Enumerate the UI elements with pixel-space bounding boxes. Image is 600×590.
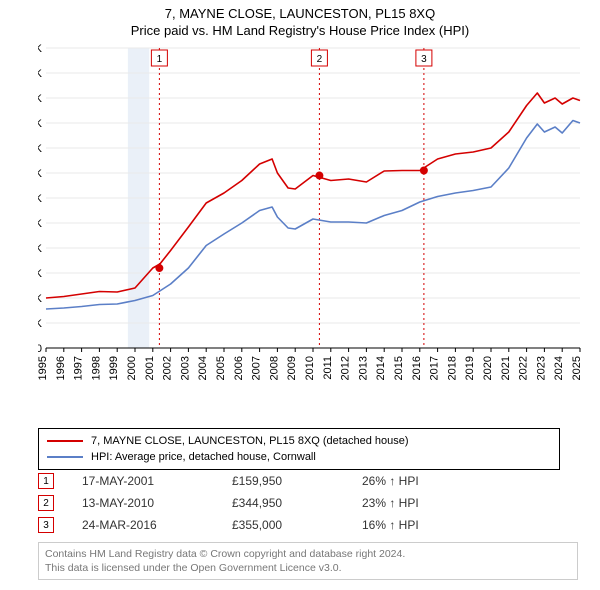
svg-text:2001: 2001 (144, 356, 156, 380)
footer-attribution: Contains HM Land Registry data © Crown c… (38, 542, 578, 580)
marker-row: 1 17-MAY-2001£159,95026% ↑ HPI (38, 470, 560, 492)
svg-text:£400K: £400K (38, 143, 43, 155)
titles-block: 7, MAYNE CLOSE, LAUNCESTON, PL15 8XQ Pri… (0, 0, 600, 38)
svg-text:£350K: £350K (38, 168, 43, 180)
svg-text:2025: 2025 (571, 356, 583, 380)
chart-area: £0 £50K £100K £150K £200K £250K £300K £350K £400… (38, 44, 590, 388)
marker-price: £344,950 (232, 496, 362, 510)
svg-text:2016: 2016 (411, 356, 423, 380)
svg-text:2017: 2017 (429, 356, 441, 380)
title-address: 7, MAYNE CLOSE, LAUNCESTON, PL15 8XQ (0, 6, 600, 21)
svg-text:1: 1 (157, 54, 163, 65)
marker-badge: 1 (38, 473, 54, 489)
svg-text:2006: 2006 (233, 356, 245, 380)
legend-label: HPI: Average price, detached house, Corn… (91, 451, 316, 463)
marker-badge: 2 (38, 495, 54, 511)
marker-row: 2 13-MAY-2010£344,95023% ↑ HPI (38, 492, 560, 514)
marker-table: 1 17-MAY-2001£159,95026% ↑ HPI 2 13-MAY-201… (38, 470, 560, 536)
svg-text:2007: 2007 (251, 356, 263, 380)
marker-date: 17-MAY-2001 (82, 474, 232, 488)
svg-text:2003: 2003 (179, 356, 191, 380)
svg-text:3: 3 (421, 54, 427, 65)
marker-date: 13-MAY-2010 (82, 496, 232, 510)
svg-text:2020: 2020 (482, 356, 494, 380)
svg-text:2002: 2002 (162, 356, 174, 380)
svg-text:£600K: £600K (38, 44, 43, 55)
svg-text:1997: 1997 (73, 356, 85, 380)
svg-text:2019: 2019 (464, 356, 476, 380)
legend-row: 7, MAYNE CLOSE, LAUNCESTON, PL15 8XQ (de… (47, 433, 551, 449)
svg-text:2009: 2009 (286, 356, 298, 380)
svg-text:2012: 2012 (340, 356, 352, 380)
svg-text:2011: 2011 (322, 356, 334, 380)
svg-text:2014: 2014 (375, 356, 387, 380)
marker-pct: 23% ↑ HPI (362, 496, 492, 510)
legend-box: 7, MAYNE CLOSE, LAUNCESTON, PL15 8XQ (de… (38, 428, 560, 470)
svg-text:2018: 2018 (446, 356, 458, 380)
chart-svg: £0 £50K £100K £150K £200K £250K £300K £350K £400… (38, 44, 590, 388)
svg-text:£150K: £150K (38, 268, 43, 280)
svg-text:£250K: £250K (38, 218, 43, 230)
svg-text:£50K: £50K (38, 318, 43, 330)
footer-line-2: This data is licensed under the Open Gov… (45, 561, 571, 575)
svg-text:£500K: £500K (38, 93, 43, 105)
svg-text:2024: 2024 (553, 356, 565, 380)
legend-swatch (47, 456, 83, 458)
svg-text:2022: 2022 (518, 356, 530, 380)
marker-pct: 16% ↑ HPI (362, 518, 492, 532)
svg-text:2: 2 (317, 54, 323, 65)
svg-text:2021: 2021 (500, 356, 512, 380)
title-subtitle: Price paid vs. HM Land Registry's House … (0, 23, 600, 38)
marker-row: 3 24-MAR-2016£355,00016% ↑ HPI (38, 514, 560, 536)
svg-text:2013: 2013 (357, 356, 369, 380)
svg-text:2005: 2005 (215, 356, 227, 380)
svg-text:£550K: £550K (38, 68, 43, 80)
legend-row: HPI: Average price, detached house, Corn… (47, 449, 551, 465)
svg-text:2010: 2010 (304, 356, 316, 380)
svg-text:£300K: £300K (38, 193, 43, 205)
svg-text:1996: 1996 (55, 356, 67, 380)
marker-badge: 3 (38, 517, 54, 533)
svg-text:1999: 1999 (108, 356, 120, 380)
marker-price: £355,000 (232, 518, 362, 532)
series-hpi (46, 121, 580, 310)
svg-text:£0: £0 (38, 343, 42, 355)
legend-label: 7, MAYNE CLOSE, LAUNCESTON, PL15 8XQ (de… (91, 435, 409, 447)
marker-pct: 26% ↑ HPI (362, 474, 492, 488)
svg-text:£200K: £200K (38, 243, 43, 255)
page-root: 7, MAYNE CLOSE, LAUNCESTON, PL15 8XQ Pri… (0, 0, 600, 590)
svg-text:1998: 1998 (90, 356, 102, 380)
marker-price: £159,950 (232, 474, 362, 488)
footer-line-1: Contains HM Land Registry data © Crown c… (45, 547, 571, 561)
legend-swatch (47, 440, 83, 442)
svg-text:2015: 2015 (393, 356, 405, 380)
svg-text:1995: 1995 (38, 356, 49, 380)
svg-text:2004: 2004 (197, 356, 209, 380)
svg-text:£450K: £450K (38, 118, 43, 130)
svg-text:2023: 2023 (535, 356, 547, 380)
svg-text:2008: 2008 (268, 356, 280, 380)
marker-date: 24-MAR-2016 (82, 518, 232, 532)
series-price_paid (46, 93, 580, 298)
svg-text:2000: 2000 (126, 356, 138, 380)
svg-text:£100K: £100K (38, 293, 43, 305)
